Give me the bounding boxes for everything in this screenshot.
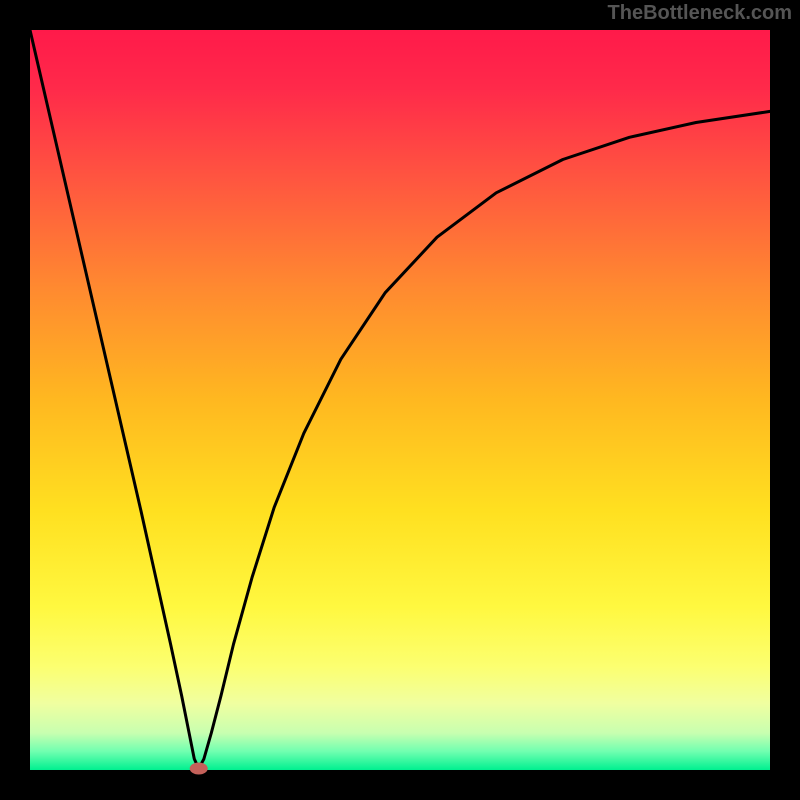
bottleneck-chart: TheBottleneck.com bbox=[0, 0, 800, 800]
plot-background bbox=[30, 30, 770, 770]
watermark-text: TheBottleneck.com bbox=[608, 2, 792, 25]
chart-svg bbox=[0, 0, 800, 800]
optimal-point-marker bbox=[190, 763, 208, 775]
